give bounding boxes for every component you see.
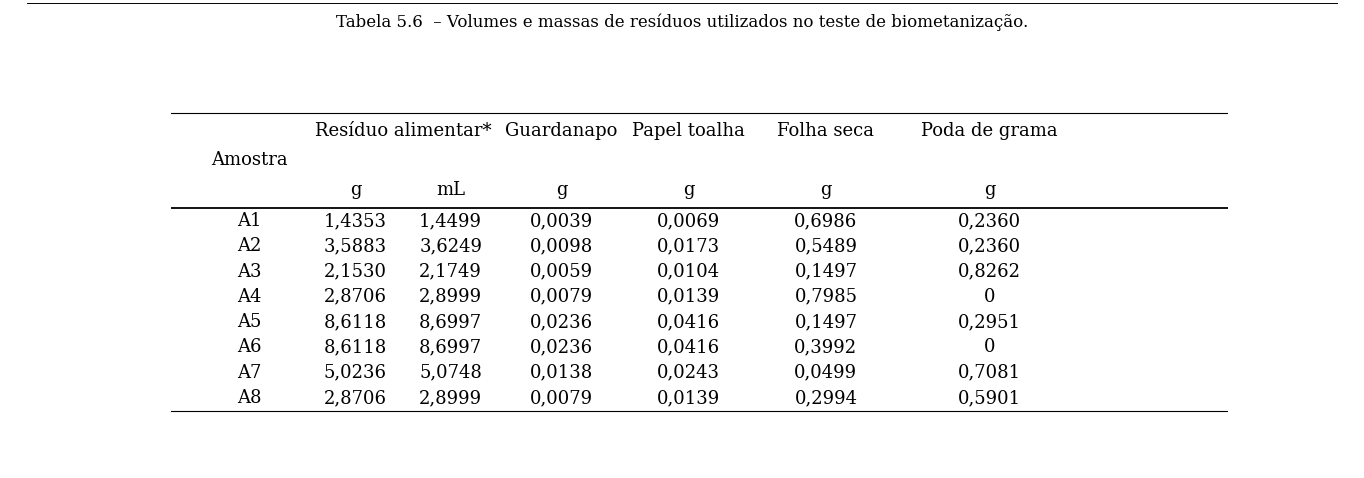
Text: 0,2994: 0,2994: [794, 389, 858, 407]
Text: mL: mL: [436, 181, 465, 199]
Text: 1,4353: 1,4353: [325, 212, 387, 230]
Text: 0,0173: 0,0173: [657, 237, 720, 255]
Text: 0: 0: [983, 338, 996, 357]
Text: A3: A3: [237, 262, 262, 281]
Text: 0,0416: 0,0416: [657, 338, 720, 357]
Text: Folha seca: Folha seca: [777, 122, 874, 140]
Text: 0,1497: 0,1497: [794, 262, 858, 281]
Text: 5,0236: 5,0236: [325, 364, 387, 382]
Text: A1: A1: [237, 212, 262, 230]
Text: 0,0236: 0,0236: [531, 313, 593, 331]
Text: A8: A8: [237, 389, 262, 407]
Text: 5,0748: 5,0748: [419, 364, 481, 382]
Text: 0,0416: 0,0416: [657, 313, 720, 331]
Text: g: g: [557, 181, 567, 199]
Text: g: g: [983, 181, 996, 199]
Text: 0,0079: 0,0079: [531, 288, 593, 306]
Text: 0,5901: 0,5901: [958, 389, 1022, 407]
Text: A5: A5: [237, 313, 262, 331]
Text: 1,4499: 1,4499: [419, 212, 481, 230]
Text: A4: A4: [237, 288, 262, 306]
Text: 0,0104: 0,0104: [657, 262, 720, 281]
Text: 2,8999: 2,8999: [419, 389, 483, 407]
Text: 2,8706: 2,8706: [325, 288, 387, 306]
Text: 0,0243: 0,0243: [657, 364, 720, 382]
Text: 0,2360: 0,2360: [958, 212, 1022, 230]
Text: 0,0499: 0,0499: [794, 364, 858, 382]
Text: 2,8999: 2,8999: [419, 288, 483, 306]
Text: 0,2951: 0,2951: [959, 313, 1022, 331]
Text: 8,6118: 8,6118: [323, 313, 387, 331]
Text: 0,0059: 0,0059: [531, 262, 593, 281]
Text: 0,0139: 0,0139: [657, 389, 720, 407]
Text: 0,6986: 0,6986: [794, 212, 858, 230]
Text: 0,0039: 0,0039: [531, 212, 593, 230]
Text: 8,6997: 8,6997: [419, 338, 483, 357]
Text: Papel toalha: Papel toalha: [632, 122, 745, 140]
Text: 0,7985: 0,7985: [794, 288, 858, 306]
Text: g: g: [683, 181, 694, 199]
Text: Resíduo alimentar*: Resíduo alimentar*: [315, 122, 491, 140]
Text: 0: 0: [983, 288, 996, 306]
Text: 0,7081: 0,7081: [958, 364, 1022, 382]
Text: 0,0079: 0,0079: [531, 389, 593, 407]
Text: 0,8262: 0,8262: [959, 262, 1022, 281]
Text: Poda de grama: Poda de grama: [922, 122, 1058, 140]
Text: 3,5883: 3,5883: [323, 237, 387, 255]
Text: g: g: [820, 181, 832, 199]
Text: 0,0098: 0,0098: [531, 237, 593, 255]
Text: 2,1530: 2,1530: [325, 262, 387, 281]
Text: g: g: [349, 181, 361, 199]
Text: 0,3992: 0,3992: [794, 338, 858, 357]
Text: 0,0138: 0,0138: [531, 364, 593, 382]
Text: 0,0236: 0,0236: [531, 338, 593, 357]
Text: Amostra: Amostra: [211, 152, 288, 169]
Text: 8,6997: 8,6997: [419, 313, 483, 331]
Text: 0,2360: 0,2360: [958, 237, 1022, 255]
Text: 8,6118: 8,6118: [323, 338, 387, 357]
Text: Tabela 5.6  – Volumes e massas de resíduos utilizados no teste de biometanização: Tabela 5.6 – Volumes e massas de resíduo…: [336, 13, 1028, 31]
Text: 3,6249: 3,6249: [419, 237, 481, 255]
Text: A7: A7: [237, 364, 262, 382]
Text: A2: A2: [237, 237, 262, 255]
Text: Guardanapo: Guardanapo: [506, 122, 618, 140]
Text: 2,8706: 2,8706: [325, 389, 387, 407]
Text: 2,1749: 2,1749: [419, 262, 481, 281]
Text: A6: A6: [237, 338, 262, 357]
Text: 0,0139: 0,0139: [657, 288, 720, 306]
Text: 0,0069: 0,0069: [657, 212, 720, 230]
Text: 0,1497: 0,1497: [794, 313, 858, 331]
Text: 0,5489: 0,5489: [794, 237, 858, 255]
